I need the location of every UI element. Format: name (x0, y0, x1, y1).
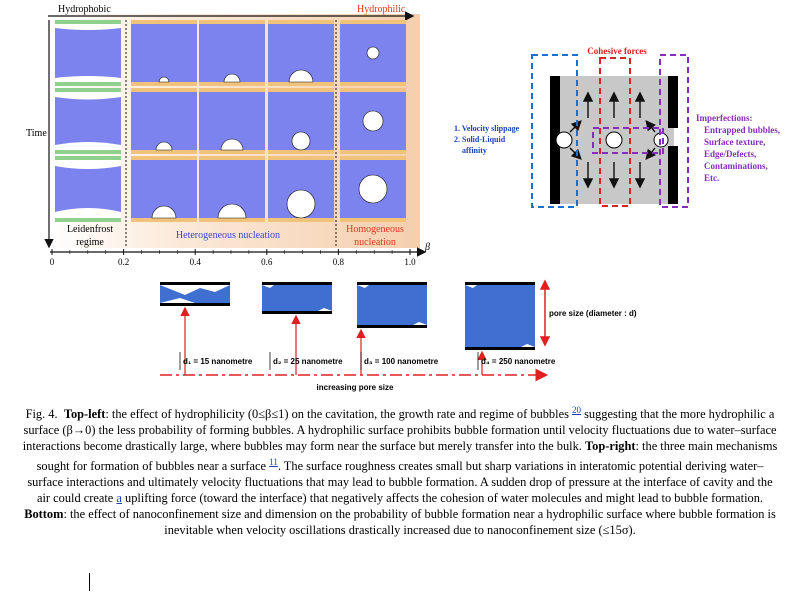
hydrophobic-label: Hydrophobic (58, 4, 111, 15)
nucleation-cell (340, 20, 406, 86)
beta-ticks: 0 0.2 0.4 0.6 0.8 1.0 (50, 249, 416, 267)
pore-channel: d₁ = 15 nanometre (160, 282, 253, 375)
imperfection-item: Entrapped bubbles, (704, 125, 780, 135)
imperfections-list: Entrapped bubbles, Surface texture, Edge/D… (704, 125, 780, 183)
imperfection-item: Surface texture, (704, 137, 765, 147)
nucleation-cell (131, 88, 197, 154)
figure-panels: Hydrophobic Hydrophilic Time Leidenfrost… (26, 4, 780, 392)
regime-leidenfrost: Leidenfrost regime (67, 224, 113, 248)
nucleation-cell (55, 88, 121, 154)
pore-channel: d₄ = 250 nanometre (465, 282, 556, 375)
pore-diameter-label: d₃ = 100 nanometre (364, 357, 439, 366)
solid-liquid-note: 2. Solid-Liquid (454, 135, 506, 144)
top-left-panel: Hydrophobic Hydrophilic Time Leidenfrost… (26, 4, 430, 267)
pore-size-label: pore size (diameter : d) (549, 309, 637, 318)
box-cohesive (599, 57, 631, 207)
velocity-slippage-note: 1. Velocity slippage (454, 124, 520, 133)
wall-right-bottom (668, 146, 678, 204)
pore-channel: d₂ = 25 nanometre (262, 282, 343, 375)
beta-tick-label: 0.8 (333, 257, 345, 267)
bubble-left (555, 131, 573, 149)
nucleation-cell (199, 88, 265, 154)
beta-tick-label: 0.4 (190, 257, 202, 267)
nucleation-cell (55, 156, 121, 222)
imperfection-item: Edge/Defects, (704, 149, 756, 159)
force-arrows (569, 91, 656, 189)
caption-part-3: : the three main mechanisms sought for f… (36, 439, 778, 474)
affinity-note: affinity (462, 146, 487, 155)
caption-bottom-heading: Bottom (24, 507, 64, 522)
caption-part-2: suggesting that the more hydrophilic a s… (22, 407, 777, 454)
wall-right-top (668, 76, 678, 128)
pore-diameter-label: d₂ = 25 nanometre (273, 357, 343, 366)
beta-tick-label: 0 (50, 257, 55, 267)
cell-grid (55, 20, 406, 222)
figure-caption: Fig. 4. Top-left: the effect of hydrophi… (22, 402, 778, 538)
nucleation-cell (131, 156, 197, 222)
reference-link-11[interactable]: 11 (269, 457, 278, 468)
hydrophilic-label: Hydrophilic (357, 4, 406, 15)
increasing-size-label: increasing pore size (317, 383, 394, 392)
nucleation-cell (268, 20, 334, 86)
box-velocity (531, 54, 578, 208)
box-imperfections (659, 54, 689, 208)
beta-tick-label: 1.0 (404, 257, 416, 267)
nucleation-cell (55, 20, 121, 86)
nucleation-cell (268, 88, 334, 154)
time-label: Time (26, 128, 47, 139)
regime-homogeneous: Homogeneous nucleation (346, 224, 404, 248)
caption-part-4: . The surface roughness creates small bu… (27, 459, 773, 506)
imperfection-item: Etc. (704, 173, 719, 183)
regime-heterogeneous: Heterogeneous nucleation (176, 230, 280, 241)
bottom-panel: d₁ = 15 nanometre d₂ = 25 nanometre d₃ = 1… (160, 279, 637, 392)
pore-diameter-label: d₄ = 250 nanometre (481, 357, 556, 366)
caption-part-5: uplifting force (toward the interface) t… (121, 491, 764, 506)
nucleation-cell (340, 156, 406, 222)
wall-left (550, 76, 560, 204)
caption-part-6: : the effect of nanoconfinement size and… (63, 507, 776, 538)
caption-part-1: : the effect of hydrophilicity (0≤β≤1) o… (105, 407, 572, 422)
beta-symbol: β (424, 242, 430, 253)
nucleation-cell (268, 156, 334, 222)
reference-link-20[interactable]: 20 (572, 405, 581, 415)
beta-tick-label: 0.2 (118, 257, 129, 267)
pore-channel: d₃ = 100 nanometre (356, 282, 439, 375)
nucleation-cell (199, 156, 265, 222)
text-cursor (89, 573, 90, 591)
caption-top-right-heading: Top-right (585, 439, 636, 454)
imperfections-title: Imperfections: (696, 113, 752, 123)
nucleation-cell (199, 20, 265, 86)
cohesive-forces-title: Cohesive forces (587, 46, 647, 56)
caption-top-left-heading: Top-left (63, 407, 106, 422)
pore-diameter-label: d₁ = 15 nanometre (183, 357, 253, 366)
bubble-center (605, 131, 623, 149)
nucleation-cell (131, 20, 197, 86)
caption-prefix: Fig. 4. (25, 407, 58, 422)
caption-link-word[interactable]: a (116, 491, 122, 506)
box-imperfection-link (592, 127, 664, 154)
pore-channels: d₁ = 15 nanometre d₂ = 25 nanometre d₃ = 1… (160, 282, 556, 375)
nucleation-cell (340, 88, 406, 154)
imperfection-item: Contaminations, (704, 161, 768, 171)
beta-tick-label: 0.6 (261, 257, 273, 267)
top-right-panel: Cohesive forces 1. Velocity slippage 2. … (454, 46, 780, 208)
